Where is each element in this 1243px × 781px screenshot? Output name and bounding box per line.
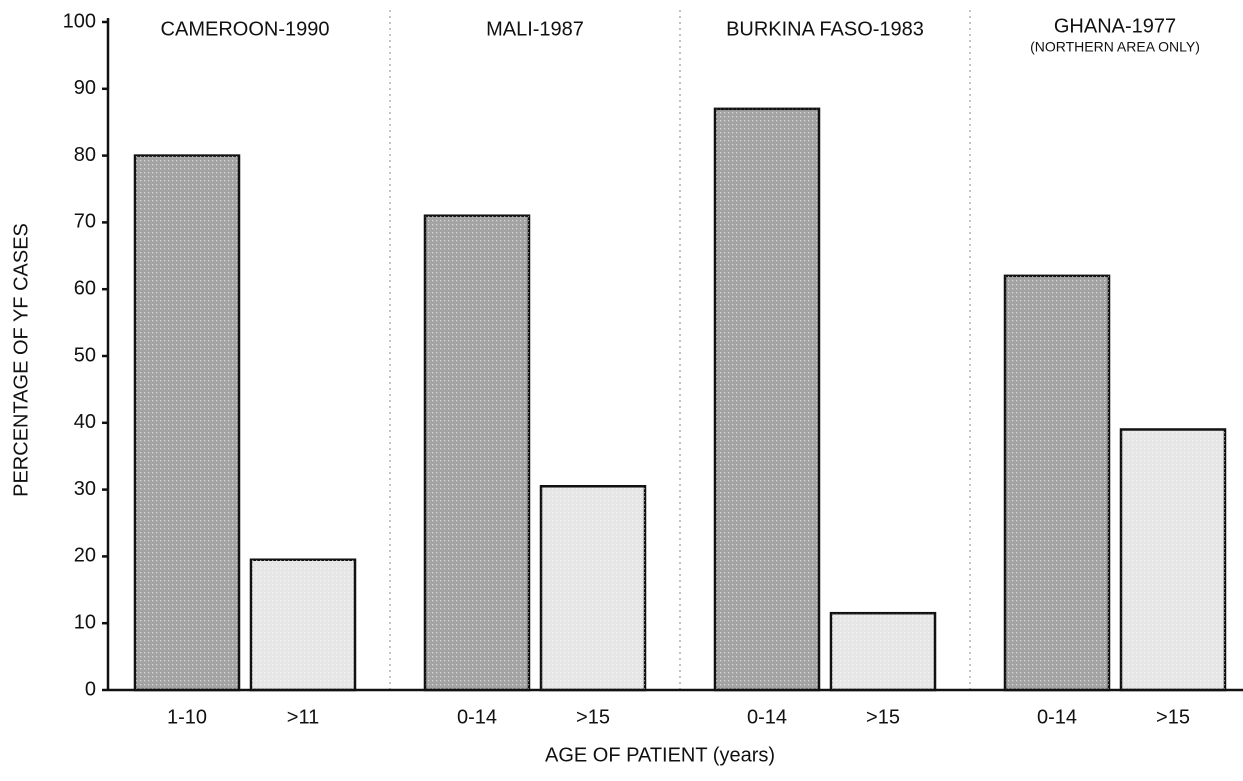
group-title: GHANA-1977 bbox=[1054, 15, 1176, 37]
x-tick-label: >11 bbox=[287, 706, 319, 728]
y-tick-label: 0 bbox=[85, 678, 96, 700]
group-title: CAMEROON-1990 bbox=[161, 18, 330, 40]
x-tick-label: >15 bbox=[576, 706, 610, 728]
x-tick-label: 1-10 bbox=[167, 706, 207, 728]
bar-texture bbox=[541, 486, 645, 690]
y-tick-label: 30 bbox=[74, 478, 96, 500]
y-tick-label: 60 bbox=[74, 277, 96, 299]
group-title: BURKINA FASO-1983 bbox=[726, 18, 924, 40]
x-tick-label: 0-14 bbox=[747, 706, 787, 728]
y-tick-label: 50 bbox=[74, 344, 96, 366]
x-axis-label: AGE OF PATIENT (years) bbox=[545, 744, 775, 766]
x-tick-label: >15 bbox=[1156, 706, 1190, 728]
bar-texture bbox=[425, 215, 529, 690]
x-tick-label: 0-14 bbox=[457, 706, 497, 728]
bar-texture bbox=[715, 108, 819, 691]
y-tick-label: 20 bbox=[74, 545, 96, 567]
group-note: (NORTHERN AREA ONLY) bbox=[1030, 39, 1200, 55]
bar-texture bbox=[251, 559, 355, 690]
x-tick-label: >15 bbox=[866, 706, 900, 728]
x-tick-label: 0-14 bbox=[1037, 706, 1077, 728]
group-title: MALI-1987 bbox=[486, 18, 584, 40]
y-tick-label: 80 bbox=[74, 144, 96, 166]
bar-texture bbox=[135, 155, 239, 691]
y-tick-label: 100 bbox=[63, 10, 96, 32]
y-axis-label: PERCENTAGE OF YF CASES bbox=[10, 223, 32, 497]
y-tick-label: 10 bbox=[74, 611, 96, 633]
y-tick-label: 90 bbox=[74, 77, 96, 99]
y-tick-label: 70 bbox=[74, 211, 96, 233]
y-tick-label: 40 bbox=[74, 411, 96, 433]
bar-texture bbox=[831, 613, 935, 690]
bar-texture bbox=[1005, 275, 1109, 690]
bar-texture bbox=[1121, 429, 1225, 690]
